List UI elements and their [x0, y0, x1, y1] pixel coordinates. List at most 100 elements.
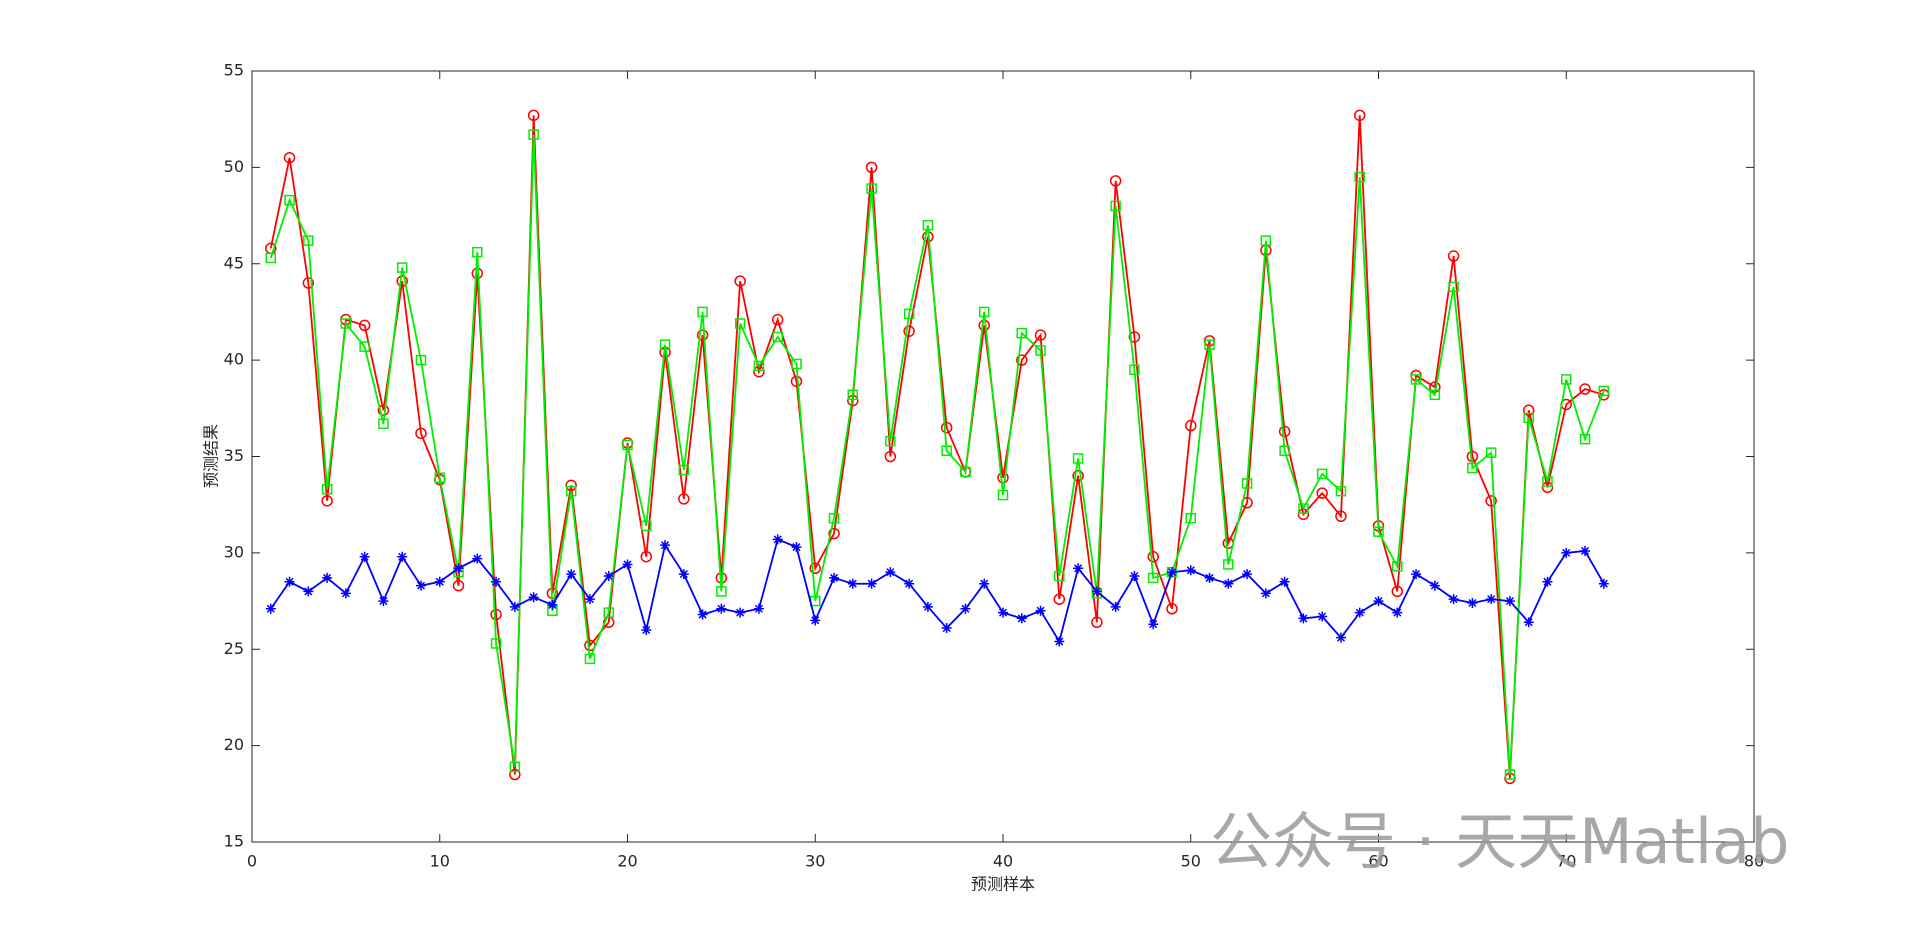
point-marker [1467, 462, 1478, 474]
point-marker [1411, 569, 1422, 580]
y-tick-label: 30 [224, 542, 244, 561]
point-marker [1541, 481, 1554, 494]
point-marker [1561, 374, 1572, 385]
point-marker [377, 404, 390, 416]
point-marker [660, 540, 671, 551]
x-tick-label: 10 [430, 852, 450, 871]
point-marker [1373, 596, 1384, 607]
point-marker [509, 761, 521, 773]
point-marker [828, 512, 840, 524]
point-marker [283, 151, 296, 164]
point-marker [359, 341, 370, 352]
point-marker [1523, 412, 1534, 424]
point-marker [791, 358, 802, 370]
point-marker [1148, 619, 1159, 630]
point-marker [1598, 385, 1610, 397]
point-marker [566, 569, 577, 580]
x-axis-label: 预测样本 [971, 875, 1035, 894]
point-marker [1072, 470, 1084, 482]
point-marker [1053, 593, 1066, 605]
point-marker [396, 275, 408, 287]
y-tick-label: 45 [224, 253, 244, 272]
point-marker [509, 601, 520, 612]
y-tick-label: 40 [224, 350, 244, 369]
point-marker [997, 471, 1009, 484]
point-marker [1185, 512, 1196, 524]
point-marker [1448, 281, 1459, 293]
point-marker [960, 466, 971, 478]
point-marker [1523, 617, 1534, 628]
point-marker [1504, 769, 1516, 780]
point-marker [1147, 572, 1159, 584]
point-marker [1335, 510, 1347, 523]
point-marker [1542, 576, 1553, 587]
point-marker [998, 607, 1008, 618]
point-marker [302, 277, 315, 289]
point-marker [528, 129, 539, 140]
point-marker [903, 308, 915, 320]
point-marker [1392, 561, 1403, 572]
point-marker [1185, 565, 1196, 576]
point-marker [1392, 607, 1403, 618]
point-marker [284, 576, 295, 587]
point-marker [415, 354, 427, 366]
point-marker [847, 578, 858, 589]
point-marker [1598, 578, 1609, 589]
point-marker [753, 360, 765, 372]
point-marker [1278, 425, 1291, 438]
point-marker [1016, 354, 1028, 366]
point-marker [1317, 611, 1328, 622]
point-marker [940, 421, 953, 434]
point-marker [1110, 601, 1121, 612]
point-marker [603, 607, 614, 618]
point-marker [321, 495, 333, 507]
point-marker [641, 520, 652, 532]
point-marker [922, 219, 934, 231]
point-marker [1354, 607, 1365, 618]
point-marker [322, 572, 333, 583]
plot-area [251, 70, 1755, 843]
point-marker [810, 615, 821, 626]
point-marker [716, 603, 727, 614]
point-marker [547, 599, 558, 610]
point-marker [1353, 109, 1366, 122]
point-marker [678, 493, 690, 505]
x-tick-label: 20 [617, 852, 637, 871]
point-marker [415, 427, 427, 440]
point-marker [1335, 632, 1346, 643]
point-marker [735, 607, 746, 618]
point-marker [828, 527, 840, 540]
point-marker [1204, 339, 1215, 350]
point-marker [1354, 171, 1365, 183]
point-marker [1241, 478, 1253, 489]
y-tick-label: 55 [224, 61, 244, 80]
point-marker [565, 485, 577, 497]
point-marker [622, 439, 633, 451]
point-marker [1448, 594, 1459, 605]
point-marker [941, 623, 952, 634]
point-marker [941, 445, 952, 456]
point-marker [1185, 419, 1197, 432]
point-marker [1373, 526, 1384, 537]
point-marker [359, 551, 370, 562]
point-marker [1279, 445, 1290, 456]
point-marker [1109, 175, 1122, 187]
point-marker [997, 489, 1009, 501]
point-marker [434, 576, 445, 587]
x-tick-label: 0 [247, 852, 257, 871]
point-marker [472, 246, 483, 258]
point-marker [1279, 576, 1290, 587]
point-marker [978, 306, 990, 318]
point-marker [321, 484, 333, 495]
point-marker [1485, 495, 1497, 507]
y-axis-label: 预测结果 [202, 424, 221, 488]
point-marker [678, 464, 690, 476]
point-marker [1316, 468, 1328, 480]
y-tick-label: 25 [224, 639, 244, 658]
point-marker [1467, 597, 1478, 608]
y-tick-label: 15 [224, 832, 244, 851]
point-marker [1298, 503, 1309, 514]
point-marker [904, 578, 915, 589]
point-marker [1091, 586, 1102, 597]
point-marker [697, 306, 708, 318]
